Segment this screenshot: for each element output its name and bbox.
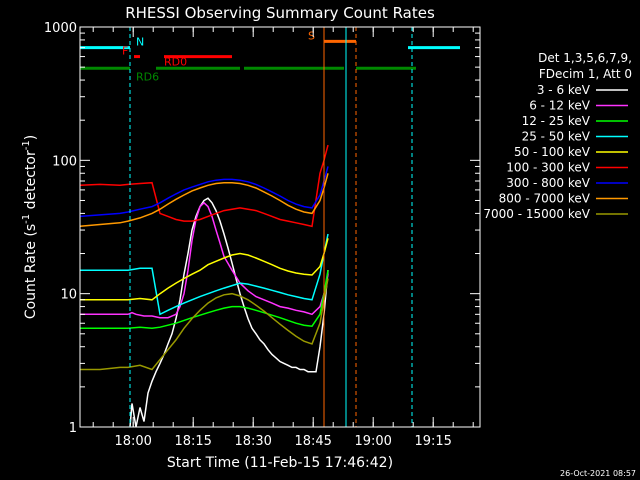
series-layer	[79, 144, 329, 428]
legend-entry-label: 50 - 100 keV	[514, 145, 591, 159]
footer-timestamp: 26-Oct-2021 08:57	[560, 469, 636, 478]
y-axis-label-close: )	[23, 135, 39, 140]
series-line	[80, 278, 329, 371]
x-tick-label: 18:45	[294, 434, 331, 449]
plot-area: NF RD0 RD6 S 1 10 100 1000 18:00 18:15 18:30 18:45…	[44, 21, 481, 449]
y-axis-label-detector: detector	[23, 150, 39, 214]
legend-entry-label: 7000 - 15000 keV	[483, 207, 590, 221]
flag-label: RD0	[164, 56, 187, 69]
legend-header-line-1: Det 1,3,5,6,7,9,	[538, 51, 632, 65]
y-tick-label: 1	[69, 421, 77, 436]
x-tick-label: 18:30	[234, 434, 271, 449]
flag-label: RD6	[136, 70, 159, 83]
chart-title: RHESSI Observing Summary Count Rates	[125, 4, 435, 22]
legend-entry-label: 12 - 25 keV	[522, 114, 591, 128]
x-tick-label: 18:15	[174, 434, 211, 449]
series-line	[79, 166, 329, 218]
series-line	[79, 144, 329, 228]
series-line	[129, 197, 329, 428]
series-line	[80, 233, 329, 316]
flags-layer: NF RD0 RD6 S	[80, 29, 460, 83]
y-tick-label: 100	[52, 154, 77, 169]
x-tick-label: 19:00	[354, 434, 391, 449]
y-tick-label: 10	[60, 288, 77, 303]
legend-entry-label: 6 - 12 keV	[529, 99, 591, 113]
series-line	[80, 201, 329, 319]
flag-label: N	[136, 36, 144, 49]
y-axis-label: Count Rate (s-1 detector-1)	[21, 135, 39, 319]
y-axis-label-exponent-1: -1	[21, 214, 32, 224]
x-tick-label: 19:15	[414, 434, 451, 449]
legend-entry-label: 100 - 300 keV	[506, 161, 590, 175]
legend-entry-label: 25 - 50 keV	[522, 130, 591, 144]
plot-frame	[79, 26, 481, 428]
series-line	[79, 173, 329, 228]
y-tick-label: 1000	[44, 21, 77, 36]
series-line	[80, 238, 329, 301]
axes-layer: 1 10 100 1000 18:00 18:15 18:30 18:45 19:00 19:15	[44, 21, 480, 449]
x-axis-label: Start Time (11-Feb-15 17:46:42)	[167, 455, 393, 471]
legend-entry-label: 800 - 7000 keV	[499, 192, 591, 206]
legend: Det 1,3,5,6,7,9, FDecim 1, Att 0 3 - 6 k…	[483, 51, 632, 221]
vlines-layer	[129, 27, 413, 427]
y-axis-label-exponent-2: -1	[21, 140, 32, 150]
legend-entry-label: 3 - 6 keV	[537, 83, 591, 97]
flag-label: S	[308, 29, 315, 42]
legend-header-line-2: FDecim 1, Att 0	[539, 67, 632, 81]
series-line	[80, 270, 329, 330]
flag-label: F	[122, 45, 128, 58]
y-axis-label-main: Count Rate (s	[23, 224, 39, 319]
legend-entry-label: 300 - 800 keV	[506, 176, 590, 190]
x-tick-label: 18:00	[114, 434, 151, 449]
